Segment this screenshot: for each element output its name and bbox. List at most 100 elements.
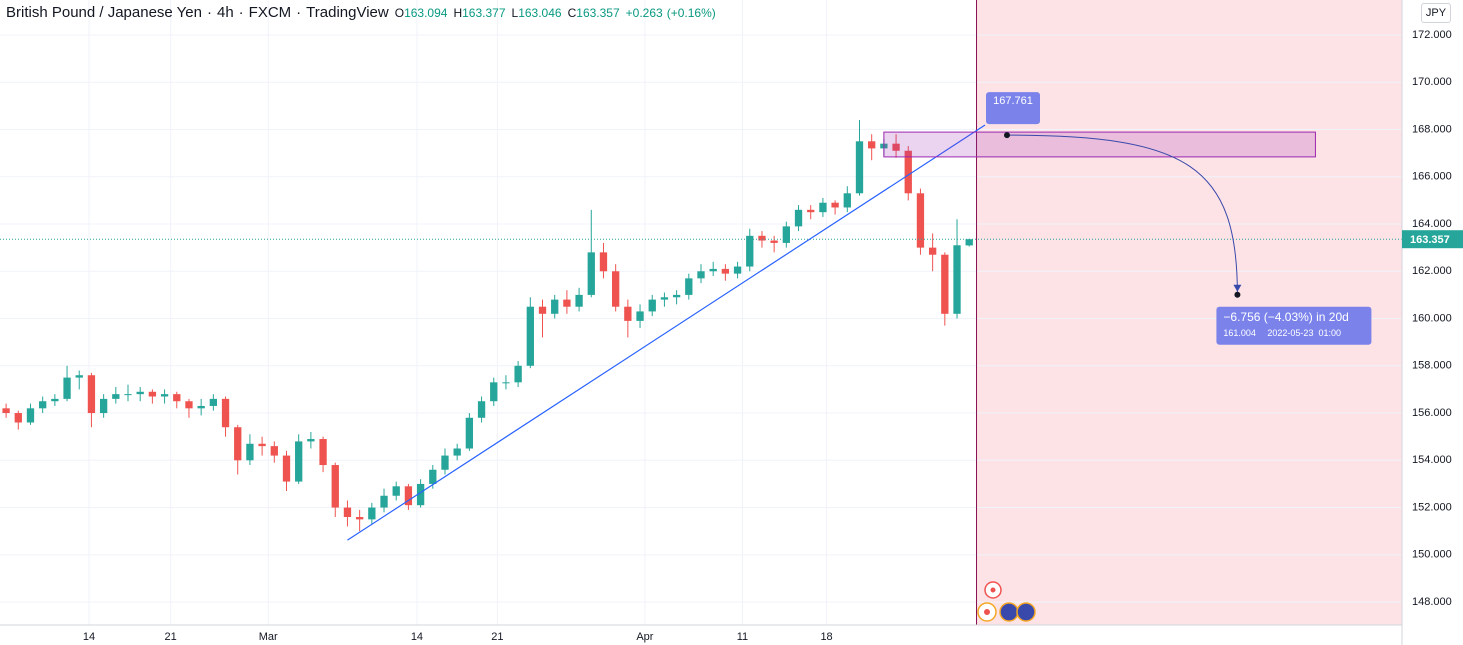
end-time-label: 2022-05-23 01:00 (1267, 328, 1341, 338)
currency-button[interactable]: JPY (1421, 3, 1451, 23)
candle-body (514, 365, 522, 383)
candle-body (624, 306, 632, 321)
flag-icon[interactable] (999, 602, 1019, 622)
candle-body (234, 427, 242, 461)
candle-body (136, 391, 144, 395)
x-tick-label: 21 (165, 631, 177, 643)
candle-body (648, 299, 656, 312)
candle-body (916, 193, 925, 248)
ohlc-key: H (453, 6, 463, 20)
broker: FXCM (248, 4, 292, 21)
candle-body (733, 266, 742, 274)
candle-body (843, 193, 851, 208)
candle-body (87, 375, 96, 414)
candle-body (2, 408, 10, 414)
y-tick-label: 162.000 (1412, 265, 1452, 277)
projection-curve (1006, 134, 1238, 295)
y-tick-label: 170.000 (1412, 76, 1452, 88)
flag-icon[interactable] (1016, 602, 1036, 622)
candle-body (39, 401, 47, 409)
candle-body (721, 268, 730, 274)
y-tick-label: 152.000 (1412, 501, 1452, 513)
candle-body (343, 507, 352, 518)
candle-body (63, 377, 71, 399)
event-icon-dot (984, 609, 990, 615)
candle-body (855, 141, 864, 194)
start-label: 167.761 (993, 95, 1033, 107)
candle-body (429, 469, 437, 484)
candle-body (221, 398, 230, 428)
candle-body (758, 235, 766, 241)
candle-body (392, 486, 400, 496)
ohlc-value: 163.357 (576, 6, 620, 20)
candle-body (124, 394, 132, 396)
event-icons (977, 581, 1036, 622)
candle-body (953, 245, 961, 314)
source: TradingView (306, 4, 389, 21)
candle-body (295, 441, 303, 482)
candle-body (965, 239, 973, 246)
candle-body (270, 446, 278, 456)
candle-body (185, 401, 193, 409)
candle-body (258, 443, 266, 447)
separator: · (238, 4, 244, 21)
x-tick-label: 21 (491, 631, 503, 643)
candle-body (148, 391, 157, 397)
candle-body (892, 143, 900, 151)
y-tick-label: 158.000 (1412, 360, 1452, 372)
candle-body (99, 398, 108, 414)
last-price-box (1402, 230, 1463, 249)
candle-body (160, 394, 169, 397)
ohlc-value: 163.094 (404, 6, 448, 20)
ohlc-key: O (394, 6, 405, 20)
projection-end (1234, 291, 1241, 298)
candle-body (490, 382, 498, 402)
candle-body (904, 150, 912, 194)
candle-body (685, 278, 693, 295)
plot: 167.761 −6.756 (−4.03%) in 20d 161.004 2022… (0, 0, 1402, 625)
candle-body (526, 306, 534, 366)
start-label-box (986, 92, 1041, 125)
change-pct: (+0.16%) (666, 6, 716, 20)
candle-body (368, 507, 376, 520)
candle-body (502, 382, 510, 384)
ohlc-key: L (511, 6, 519, 20)
candle-body (819, 202, 827, 213)
last-price-label: 163.357 (1410, 234, 1450, 246)
candle-body (538, 306, 547, 314)
y-tick-label: 164.000 (1412, 218, 1452, 230)
projection-start (1004, 132, 1011, 139)
candle-body (307, 439, 315, 442)
candle-body (282, 455, 291, 482)
candle-body (746, 235, 754, 267)
candle-body (928, 247, 937, 255)
candle-body (112, 394, 120, 399)
y-tick-label: 166.000 (1412, 171, 1452, 183)
candle-body (209, 398, 218, 406)
candle-body (319, 439, 327, 466)
candle-body (563, 299, 571, 307)
y-tick-label: 150.000 (1412, 549, 1452, 561)
candle-body (697, 271, 705, 279)
end-price-label: 161.004 (1223, 328, 1256, 338)
trendline (347, 124, 986, 541)
legend: British Pound / Japanese Yen · 4h · FXCM · Tra… (6, 4, 716, 21)
candle-body (575, 294, 583, 307)
x-tick-label: 11 (737, 631, 748, 643)
candle-body (14, 413, 22, 423)
candle-body (51, 398, 59, 402)
candle-body (782, 226, 790, 243)
candle-body (173, 394, 181, 402)
candle-body (868, 141, 876, 149)
ohlc-value: 163.046 (518, 6, 562, 20)
x-tick-label: 18 (820, 631, 832, 643)
x-tick-label: 14 (83, 631, 95, 643)
symbol: British Pound / Japanese Yen (6, 4, 202, 21)
event-icon-dot (990, 587, 996, 593)
y-tick-label: 160.000 (1412, 312, 1452, 324)
y-tick-label: 172.000 (1412, 29, 1452, 41)
candle-body (770, 240, 778, 243)
candle-body (807, 209, 815, 213)
